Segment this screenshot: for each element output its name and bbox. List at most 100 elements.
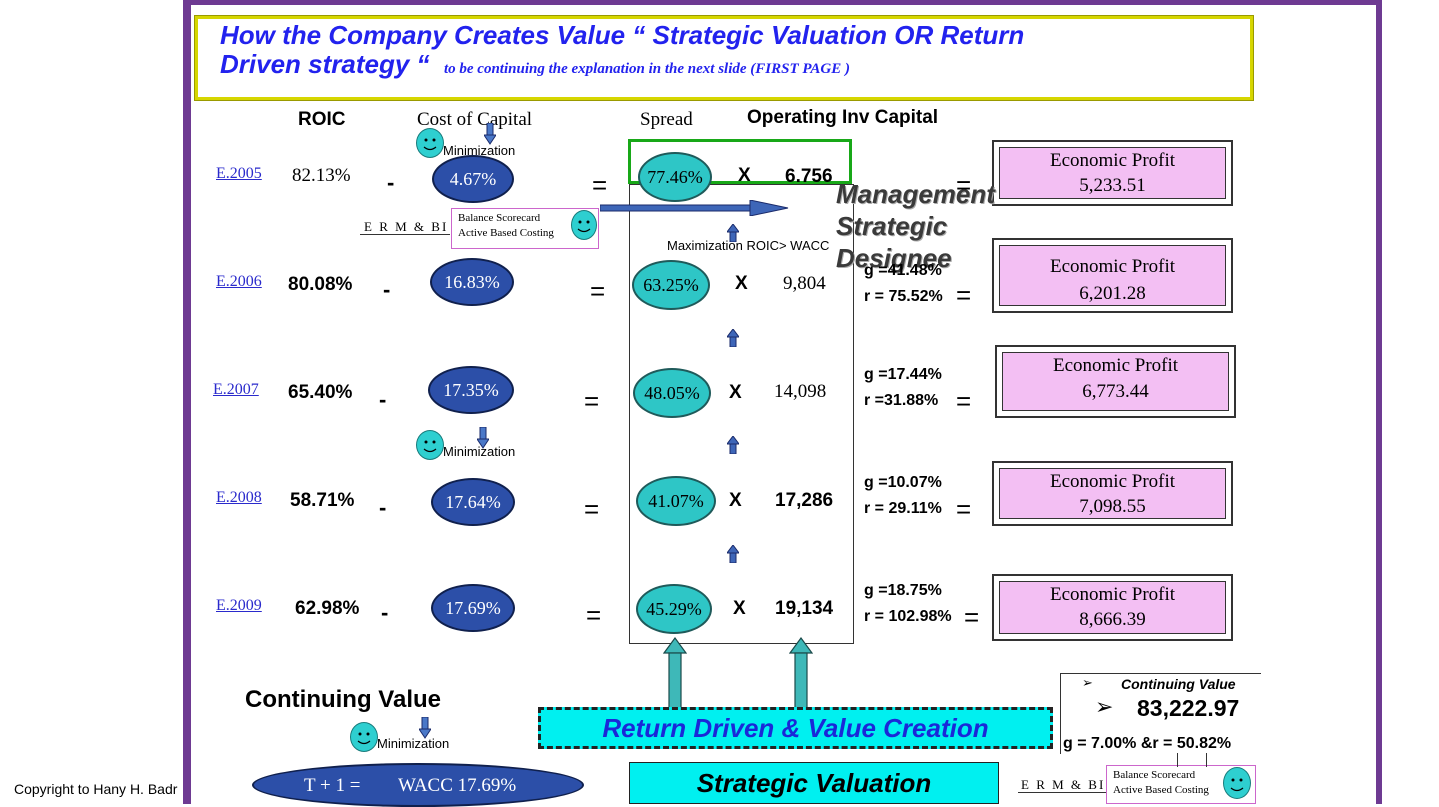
bsc-line-1: Balance Scorecard: [1113, 769, 1196, 781]
connector-line: [1177, 753, 1178, 767]
formula-left: T + 1 =: [304, 775, 361, 796]
times-2007: X: [729, 382, 742, 403]
smiley-icon: [416, 430, 444, 460]
year-link-2009[interactable]: E.2009: [216, 597, 262, 614]
roic-2007: 65.40%: [288, 382, 353, 403]
highlight-frame-2005: [628, 139, 852, 184]
times-2009: X: [733, 598, 746, 619]
roic-2005: 82.13%: [292, 165, 351, 186]
header-cost-of-capital: Cost of Capital: [417, 109, 533, 130]
erm-bi-label-bottom: E R M & BI: [1021, 777, 1106, 792]
spread-2005: 77.46%: [638, 152, 712, 202]
roic-2009: 62.98%: [295, 598, 360, 619]
minimization-label-2: Minimization: [443, 444, 516, 459]
header-operating-inv-capital: Operating Inv Capital: [747, 107, 939, 128]
spread-2006: 63.25%: [632, 260, 710, 310]
ep-label: Economic Profit: [1049, 471, 1176, 492]
ep-label: Economic Profit: [1049, 256, 1176, 277]
bsc-line-2: Active Based Costing: [1113, 784, 1209, 796]
mgmt-line-2: Strategic: [836, 211, 948, 241]
year-link-2007[interactable]: E.2007: [213, 381, 259, 398]
year-link-2006[interactable]: E.2006: [216, 273, 262, 290]
growth-rate-2006: g =41.48% r = 75.52%: [864, 258, 943, 310]
year-link-2008[interactable]: E.2008: [216, 489, 262, 506]
equals-2008: =: [584, 494, 600, 524]
capital-2005: 6.756: [785, 166, 833, 187]
continuing-value-amount: 83,222.97: [1137, 695, 1240, 721]
erm-underline: [360, 234, 450, 235]
down-arrow-icon: [476, 426, 490, 454]
ep-label: Economic Profit: [1049, 150, 1176, 171]
economic-profit-2008-inner: Economic Profit 7,098.55: [999, 468, 1226, 519]
capital-2008: 17,286: [775, 490, 834, 511]
times-2008: X: [729, 490, 742, 511]
maximization-label: Maximization ROIC> WACC: [667, 238, 830, 253]
wacc-2006: 16.83%: [430, 258, 514, 306]
r-2007: r =31.88%: [864, 392, 939, 409]
growth-rate-2009: g =18.75% r = 102.98%: [864, 578, 952, 630]
title-line-2: Driven strategy “ to be continuing the e…: [220, 50, 1240, 84]
bsc-line-1: Balance Scorecard: [458, 212, 541, 224]
mgmt-line-3: Designee: [836, 243, 952, 273]
continuing-value-box-label: Continuing Value: [1121, 676, 1236, 692]
economic-profit-2005-inner: Economic Profit 5,233.51: [999, 147, 1226, 199]
up-arrow-icon: [662, 636, 688, 714]
economic-profit-2009: Economic Profit 8,666.39: [992, 574, 1233, 641]
capital-2007: 14,098: [774, 381, 827, 402]
roic-2008: 58.71%: [290, 490, 355, 511]
up-arrow-icon: [788, 636, 814, 714]
economic-profit-2006-inner: Economic Profit 6,201.28: [999, 245, 1226, 306]
down-arrow-icon: [418, 716, 432, 744]
ep-label: Economic Profit: [1052, 355, 1179, 376]
up-arrow-icon: [726, 435, 740, 459]
equals2-2005: =: [956, 170, 972, 200]
up-arrow-icon: [726, 328, 740, 352]
continuing-value-title: Continuing Value: [245, 686, 441, 713]
ep-value: 5,233.51: [1079, 175, 1146, 196]
economic-profit-2006: Economic Profit 6,201.28: [992, 238, 1233, 313]
connector-line: [1206, 753, 1207, 767]
ep-value: 8,666.39: [1079, 609, 1146, 630]
minimization-label-3: Minimization: [377, 736, 450, 751]
formula-right: WACC 17.69%: [398, 775, 517, 796]
return-driven-banner: Return Driven & Value Creation: [538, 707, 1053, 749]
economic-profit-2007-inner: Economic Profit 6,773.44: [1002, 352, 1229, 411]
equals-2009: =: [586, 600, 602, 630]
equals2-2009: =: [964, 602, 980, 632]
strategic-valuation-banner: Strategic Valuation: [629, 762, 999, 804]
growth-rate-2008: g =10.07% r = 29.11%: [864, 470, 942, 522]
mgmt-line-1: Management: [836, 179, 995, 209]
growth-rate-2007: g =17.44% r =31.88%: [864, 362, 942, 414]
economic-profit-2005: Economic Profit 5,233.51: [992, 140, 1233, 206]
equals-2007: =: [584, 386, 600, 416]
minimization-label-1: Minimization: [443, 143, 516, 158]
right-arrow-icon: [599, 199, 790, 221]
times-2006: X: [735, 273, 748, 294]
title-line-1: How the Company Creates Value “ Strategi…: [220, 20, 1025, 50]
r-2008: r = 29.11%: [864, 500, 942, 517]
header-roic: ROIC: [298, 109, 346, 130]
up-arrow-icon: [726, 223, 740, 247]
g-2008: g =10.07%: [864, 474, 942, 491]
economic-profit-2009-inner: Economic Profit 8,666.39: [999, 581, 1226, 634]
year-link-2005[interactable]: E.2005: [216, 165, 262, 182]
capital-2006: 9,804: [783, 273, 826, 294]
minus-2005: -: [387, 170, 395, 195]
equals2-2008: =: [956, 494, 972, 524]
erm-underline-bottom: [1018, 792, 1106, 793]
bullet-icon: ➢: [1095, 694, 1114, 719]
title-line-2-text: Driven strategy “: [220, 49, 430, 79]
economic-profit-2007: Economic Profit 6,773.44: [995, 345, 1236, 418]
wacc-2005: 4.67%: [432, 155, 514, 203]
minus-2007: -: [379, 387, 387, 412]
smiley-icon: [416, 128, 444, 158]
spread-2008: 41.07%: [636, 476, 716, 526]
down-arrow-icon: [483, 122, 497, 150]
left-frame-bar: [183, 0, 191, 804]
up-arrow-icon: [726, 544, 740, 568]
economic-profit-2008: Economic Profit 7,098.55: [992, 461, 1233, 526]
spread-2007: 48.05%: [633, 368, 711, 418]
ep-value: 7,098.55: [1079, 496, 1146, 517]
title-box: How the Company Creates Value “ Strategi…: [194, 15, 1254, 101]
ep-value: 6,201.28: [1079, 283, 1146, 304]
